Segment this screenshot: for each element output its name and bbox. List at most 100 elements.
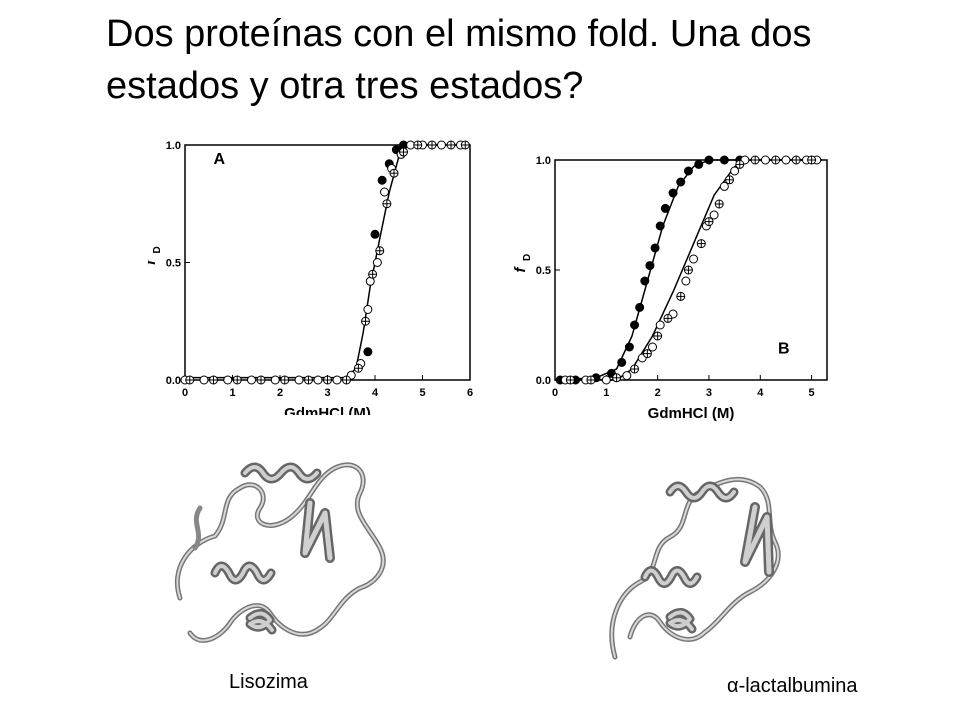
data-point-open bbox=[363, 305, 373, 314]
x-tick-label: 2 bbox=[277, 387, 283, 399]
data-point-crossed bbox=[586, 375, 596, 385]
y-tick-label: 0.5 bbox=[536, 265, 551, 277]
y-tick-label: 0.0 bbox=[536, 375, 551, 387]
x-tick-label: 6 bbox=[467, 387, 473, 399]
data-point-filled bbox=[640, 276, 650, 286]
x-tick-label: 1 bbox=[229, 387, 235, 399]
y-axis-label: fD bbox=[148, 246, 163, 265]
data-point-crossed bbox=[807, 155, 817, 165]
data-point-crossed bbox=[399, 147, 408, 157]
data-point-crossed bbox=[714, 199, 724, 209]
x-axis-label: GdmHCl (M) bbox=[648, 405, 735, 422]
slide-title: Dos proteínas con el mismo fold. Una dos… bbox=[106, 13, 812, 107]
data-point-filled bbox=[668, 188, 678, 198]
x-tick-label: 5 bbox=[419, 387, 425, 399]
y-tick-label: 0.5 bbox=[166, 258, 181, 270]
data-point-filled bbox=[683, 166, 693, 176]
data-point-crossed bbox=[696, 239, 706, 249]
lysozyme-structure-image bbox=[174, 462, 386, 643]
data-point-open bbox=[313, 375, 323, 385]
data-point-filled bbox=[635, 302, 645, 312]
data-point-filled bbox=[676, 177, 686, 187]
data-point-crossed bbox=[353, 363, 363, 373]
data-point-crossed bbox=[771, 155, 781, 165]
x-tick-label: 4 bbox=[757, 387, 764, 399]
data-point-open bbox=[247, 375, 256, 385]
data-point-open bbox=[689, 254, 699, 264]
data-point-crossed bbox=[427, 140, 437, 150]
data-point-open bbox=[730, 166, 740, 176]
data-point-open bbox=[622, 371, 632, 381]
y-tick-label: 0.0 bbox=[166, 375, 181, 387]
data-point-crossed bbox=[612, 373, 622, 383]
x-tick-label: 4 bbox=[372, 387, 379, 399]
data-point-open bbox=[709, 210, 719, 220]
x-tick-label: 1 bbox=[603, 387, 609, 399]
data-point-filled bbox=[694, 159, 704, 169]
data-point-filled bbox=[650, 243, 660, 253]
data-point-open bbox=[437, 140, 446, 150]
data-point-open bbox=[199, 375, 209, 385]
data-point-open bbox=[760, 155, 770, 165]
data-point-open bbox=[270, 375, 280, 385]
data-point-crossed bbox=[389, 168, 399, 178]
panel-label: A bbox=[214, 151, 226, 168]
data-point-crossed bbox=[704, 217, 714, 227]
x-tick-label: 0 bbox=[552, 387, 558, 399]
data-point-crossed bbox=[342, 375, 351, 385]
data-point-open bbox=[332, 375, 342, 385]
alpha-lactalbumin-caption: α-lactalbumina bbox=[727, 675, 858, 698]
alpha-lactalbumin-structure-image bbox=[609, 476, 781, 660]
data-point-crossed bbox=[413, 140, 423, 150]
x-tick-label: 3 bbox=[706, 387, 712, 399]
data-point-crossed bbox=[642, 349, 652, 359]
data-point-open bbox=[781, 155, 791, 165]
data-point-crossed bbox=[653, 331, 663, 341]
data-point-crossed bbox=[361, 316, 370, 326]
data-point-crossed bbox=[232, 375, 242, 385]
data-point-crossed bbox=[565, 375, 575, 385]
data-point-filled bbox=[370, 229, 380, 239]
data-point-crossed bbox=[256, 375, 266, 385]
data-point-filled bbox=[645, 261, 655, 271]
data-point-filled bbox=[624, 342, 634, 352]
data-point-open bbox=[380, 187, 389, 197]
x-tick-label: 3 bbox=[324, 387, 330, 399]
data-point-crossed bbox=[209, 375, 218, 385]
data-point-crossed bbox=[750, 155, 760, 165]
fit-curve bbox=[185, 144, 470, 379]
y-axis-label-subscript: D bbox=[152, 246, 163, 253]
data-point-filled bbox=[630, 320, 640, 330]
data-point-crossed bbox=[323, 375, 332, 385]
data-point-open bbox=[372, 258, 382, 267]
data-point-open bbox=[294, 375, 304, 385]
data-point-crossed bbox=[683, 265, 693, 275]
data-point-crossed bbox=[446, 140, 456, 150]
data-point-filled bbox=[377, 175, 387, 185]
lysozyme-caption: Lisozima bbox=[229, 671, 308, 693]
y-tick-label: 1.0 bbox=[166, 140, 181, 152]
data-point-crossed bbox=[676, 291, 686, 301]
data-point-filled bbox=[704, 155, 714, 165]
x-tick-label: 5 bbox=[809, 387, 815, 399]
data-point-filled bbox=[719, 155, 729, 165]
data-point-crossed bbox=[382, 199, 392, 209]
data-point-crossed bbox=[280, 375, 290, 385]
x-tick-label: 2 bbox=[655, 387, 661, 399]
data-point-crossed bbox=[663, 313, 673, 323]
data-point-crossed bbox=[368, 269, 378, 279]
data-point-filled bbox=[617, 357, 627, 367]
data-point-open bbox=[681, 276, 691, 286]
data-point-crossed bbox=[630, 364, 640, 374]
data-point-crossed bbox=[375, 246, 385, 256]
data-point-filled bbox=[660, 203, 670, 213]
panel-label: B bbox=[778, 341, 790, 358]
data-point-crossed bbox=[724, 175, 734, 185]
y-axis-label: fD bbox=[512, 254, 533, 273]
data-point-open bbox=[601, 375, 611, 385]
data-point-crossed bbox=[185, 375, 195, 385]
alpha-lactalbumin-label: -lactalbumina bbox=[738, 675, 858, 697]
y-axis-label-text: f bbox=[512, 266, 529, 273]
x-axis-label: GdmHCl (M) bbox=[284, 405, 371, 415]
data-point-crossed bbox=[735, 159, 745, 169]
